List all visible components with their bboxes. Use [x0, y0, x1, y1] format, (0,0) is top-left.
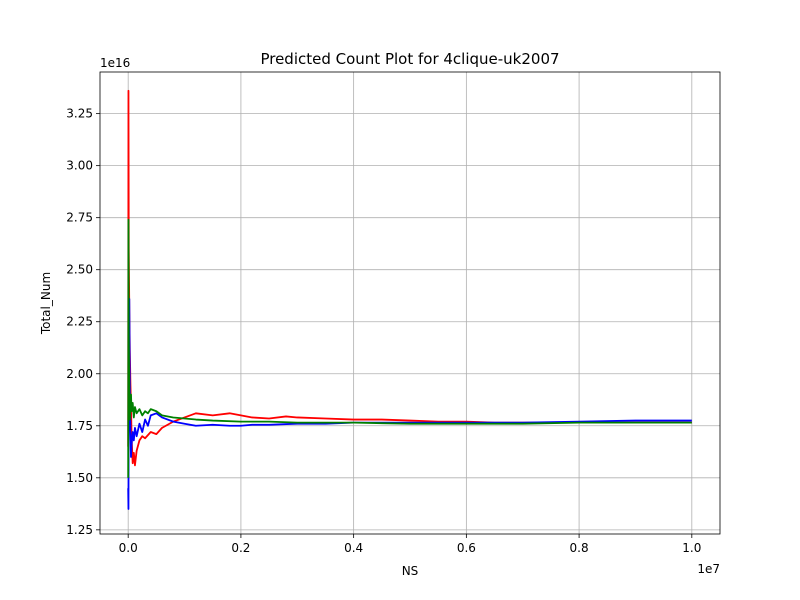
y-tick-label: 2.25	[66, 315, 93, 329]
series-line-3	[127, 218, 692, 478]
y-tick-label: 3.00	[66, 159, 93, 173]
y-tick-label: 3.25	[66, 107, 93, 121]
y-tick-label: 2.50	[66, 263, 93, 277]
x-tick-label: 0.2	[231, 541, 250, 555]
series-line-1	[127, 89, 692, 467]
y-offset-label: 1e16	[100, 56, 130, 70]
x-tick-label: 1.0	[682, 541, 701, 555]
grid	[100, 72, 720, 534]
y-tick-label: 2.00	[66, 367, 93, 381]
y-axis-label: Total_Num	[39, 272, 53, 335]
y-tick-label: 1.75	[66, 419, 93, 433]
y-tick-label: 1.50	[66, 471, 93, 485]
x-tick-label: 0.8	[570, 541, 589, 555]
x-tick-label: 0.4	[344, 541, 363, 555]
y-tick-label: 2.75	[66, 211, 93, 225]
plot-frame	[99, 71, 721, 535]
x-tick-label: 0.0	[119, 541, 138, 555]
axis-ticks: 0.0 0.2 0.4 0.6 0.8 1.0 1.25 1.50 1.75 2.00 2.25 2.…	[66, 107, 701, 555]
x-offset-label: 1e7	[697, 562, 720, 576]
chart-title: Predicted Count Plot for 4clique-uk2007	[260, 50, 559, 68]
y-tick-label: 1.25	[66, 523, 93, 537]
x-tick-label: 0.6	[457, 541, 476, 555]
series-lines	[127, 89, 692, 510]
x-axis-label: NS	[402, 564, 419, 578]
